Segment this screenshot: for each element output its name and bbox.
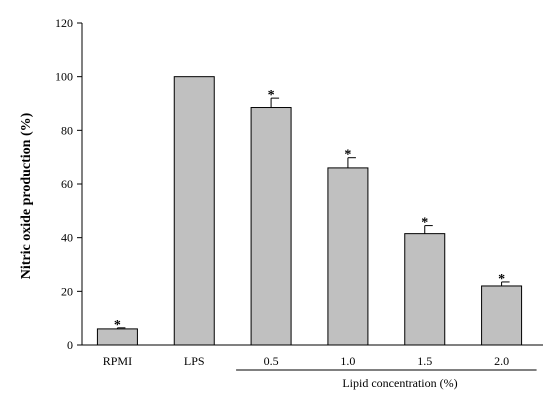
group-label: Lipid concentration (%) bbox=[342, 376, 457, 390]
bars: * * * * * bbox=[96, 76, 523, 346]
significance-marker: * bbox=[344, 148, 351, 163]
x-tick-label: 2.0 bbox=[494, 354, 509, 368]
bar bbox=[404, 233, 446, 346]
y-tick-label: 20 bbox=[61, 284, 73, 298]
significance-marker: * bbox=[114, 318, 121, 333]
axes: 0 20 40 60 80 100 120 RPMI LPS 0.5 1.0 1.5 2.0 bbox=[55, 16, 543, 371]
bar bbox=[327, 167, 369, 346]
y-tick-label: 100 bbox=[55, 70, 73, 84]
y-tick-label: 0 bbox=[67, 338, 73, 352]
y-tick-label: 80 bbox=[61, 123, 73, 137]
bar bbox=[173, 76, 215, 346]
bar bbox=[481, 285, 523, 346]
significance-marker: * bbox=[498, 272, 505, 287]
y-tick-label: 60 bbox=[61, 177, 73, 191]
y-tick-label: 40 bbox=[61, 231, 73, 245]
x-tick-label: RPMI bbox=[103, 354, 132, 368]
x-tick-label: 0.5 bbox=[264, 354, 279, 368]
x-tick-label: 1.0 bbox=[340, 354, 355, 368]
bar bbox=[250, 107, 292, 346]
x-tick-label: LPS bbox=[184, 354, 205, 368]
y-tick-label: 120 bbox=[55, 16, 73, 30]
y-axis-label: Nitric oxide production (%) bbox=[19, 112, 34, 279]
significance-marker: * bbox=[421, 216, 428, 231]
significance-marker: * bbox=[268, 88, 275, 103]
x-tick-label: 1.5 bbox=[417, 354, 432, 368]
